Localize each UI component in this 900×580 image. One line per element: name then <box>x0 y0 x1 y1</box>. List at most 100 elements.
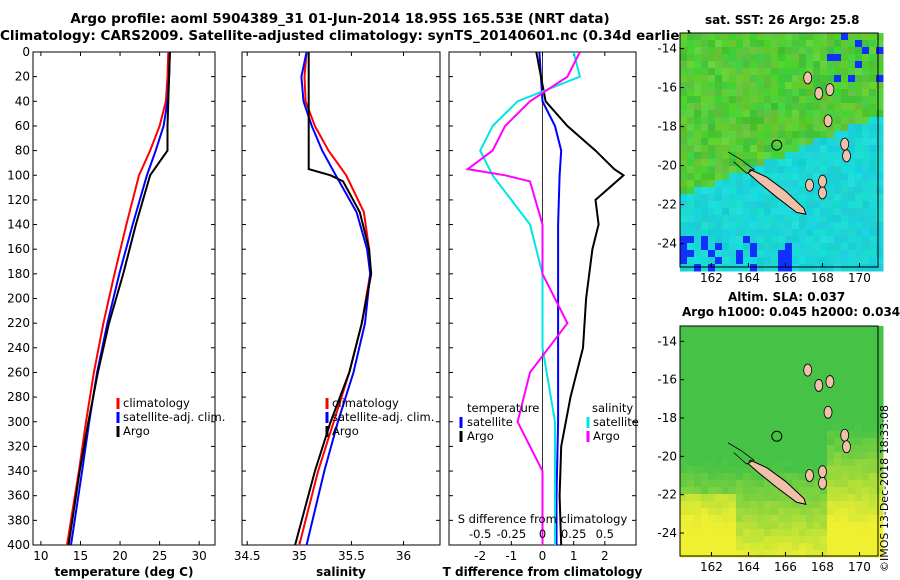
map-cell <box>771 347 779 355</box>
map-cell <box>834 152 842 160</box>
map-cell <box>729 75 737 83</box>
map-cell <box>792 138 800 146</box>
map-cell <box>708 424 716 432</box>
map-cell <box>708 466 716 474</box>
map-cell <box>687 403 695 411</box>
map-cell <box>806 494 814 502</box>
y-tick-label: 340 <box>7 464 30 478</box>
map-cell <box>841 96 849 104</box>
map-cell <box>827 354 835 362</box>
map-cell <box>715 145 723 153</box>
map-cell <box>785 208 793 216</box>
map-cell <box>813 68 821 76</box>
map-cell <box>757 368 765 376</box>
land-island <box>814 379 824 392</box>
map-cell <box>750 396 758 404</box>
map-cell <box>806 508 814 516</box>
map-cell <box>715 159 723 167</box>
map-cell <box>827 264 835 272</box>
map-cell <box>736 173 744 181</box>
map-cell <box>813 222 821 230</box>
map-cell <box>687 382 695 390</box>
map-cell <box>778 424 786 432</box>
map-cell <box>715 375 723 383</box>
map-cell <box>792 403 800 411</box>
land-island <box>818 174 827 188</box>
map-cell <box>813 180 821 188</box>
map-cell <box>680 89 688 97</box>
map-cell <box>743 445 751 453</box>
map-cell <box>778 264 786 272</box>
map-cell <box>855 347 863 355</box>
map-cell <box>757 480 765 488</box>
map-cell <box>764 187 772 195</box>
map-cell <box>722 145 730 153</box>
map-cell <box>694 501 702 509</box>
map-cell <box>729 466 737 474</box>
map-cell <box>848 208 856 216</box>
map-cell <box>708 417 716 425</box>
map-cell <box>792 480 800 488</box>
map-cell <box>876 487 884 495</box>
map-cell <box>862 452 870 460</box>
map-cell <box>764 501 772 509</box>
map-cell <box>792 110 800 118</box>
map-cell <box>855 326 863 334</box>
map-cell <box>778 326 786 334</box>
map-cell <box>820 445 828 453</box>
map-cell <box>848 368 856 376</box>
map-cell <box>708 494 716 502</box>
map-cell <box>764 215 772 223</box>
map-cell <box>708 103 716 111</box>
map-cell <box>771 131 779 139</box>
map-cell <box>694 466 702 474</box>
map-cell <box>701 431 709 439</box>
map-cell <box>680 459 688 467</box>
map-cell <box>841 354 849 362</box>
map-cell <box>799 166 807 174</box>
map-cell <box>848 159 856 167</box>
map-cell <box>834 333 842 341</box>
map-cell <box>743 131 751 139</box>
map-cell <box>771 494 779 502</box>
map-cell <box>715 201 723 209</box>
map-cell <box>771 529 779 537</box>
map-cell <box>687 110 695 118</box>
map-cell <box>764 229 772 237</box>
map-cell <box>743 138 751 146</box>
map-cell <box>778 75 786 83</box>
map-cell <box>764 33 772 41</box>
map-cell <box>820 229 828 237</box>
map-cell <box>806 333 814 341</box>
map-cell <box>680 445 688 453</box>
map-cell <box>834 445 842 453</box>
map-cell <box>715 222 723 230</box>
map-cell <box>757 382 765 390</box>
map-cell <box>855 354 863 362</box>
map-cell <box>701 333 709 341</box>
map-cell <box>771 159 779 167</box>
map-cell <box>785 68 793 76</box>
map-cell <box>778 250 786 258</box>
map-cell <box>799 96 807 104</box>
map-cell <box>750 508 758 516</box>
map-cell <box>757 152 765 160</box>
map-cell <box>687 424 695 432</box>
map-cell <box>764 438 772 446</box>
map-cell <box>680 124 688 132</box>
map-cell <box>792 515 800 523</box>
map-cell <box>848 347 856 355</box>
map-cell <box>764 243 772 251</box>
map-cell <box>743 424 751 432</box>
y-tick-label: 20 <box>15 70 30 84</box>
map-cell <box>757 522 765 530</box>
map-cell <box>799 152 807 160</box>
map-cell <box>701 103 709 111</box>
map-cell <box>694 152 702 160</box>
map-x-tick-label: 162 <box>700 560 723 574</box>
map-cell <box>743 389 751 397</box>
map-cell <box>799 459 807 467</box>
map-cell <box>806 194 814 202</box>
map-cell <box>834 222 842 230</box>
map-cell <box>701 257 709 265</box>
